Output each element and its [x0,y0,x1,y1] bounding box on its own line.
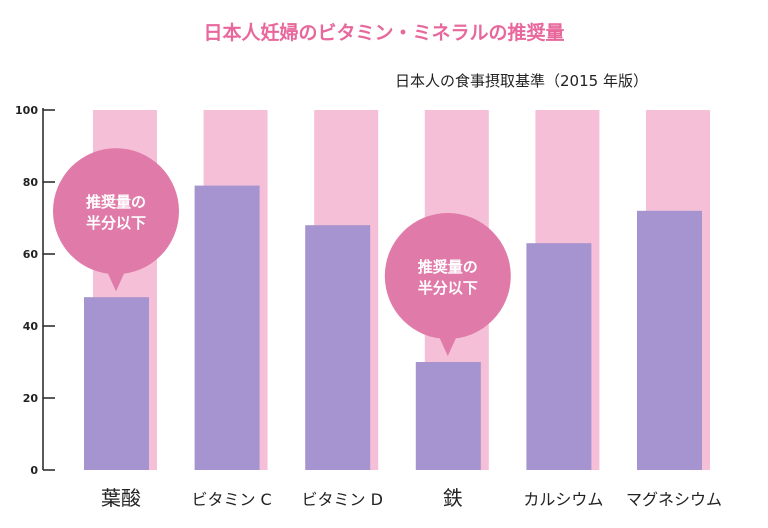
callout-bubble [53,148,179,275]
callout-tail [106,269,126,292]
value-bar [415,362,481,470]
callout-text: 半分以下 [418,279,478,297]
x-tick-label: 鉄 [443,486,463,510]
y-tick-label: 0 [30,464,38,477]
value-bar [637,210,702,471]
callout-text: 半分以下 [86,214,146,232]
x-tick-label: マグネシウム [626,490,722,509]
x-tick-label: ビタミン D [301,490,382,509]
y-tick-label: 60 [23,248,39,261]
value-bar [84,297,149,470]
chart-subtitle: 日本人の食事摂取基準（2015 年版） [395,72,648,90]
value-bar [305,225,371,470]
y-tick-label: 20 [23,392,39,405]
y-tick-label: 80 [23,176,39,189]
x-tick-label: カルシウム [523,490,603,509]
value-bar [526,243,592,470]
x-tick-label: ビタミン C [191,490,271,509]
y-tick-label: 40 [23,320,39,333]
chart-title: 日本人妊婦のビタミン・ミネラルの推奨量 [203,22,565,44]
callout-text: 推奨量の [418,258,478,276]
callout-tail [437,334,458,356]
callout-text: 推奨量の [86,193,146,211]
callout-bubble [384,213,511,339]
y-tick-label: 100 [15,104,38,117]
x-tick-label: 葉酸 [101,486,141,510]
value-bar [194,185,260,470]
